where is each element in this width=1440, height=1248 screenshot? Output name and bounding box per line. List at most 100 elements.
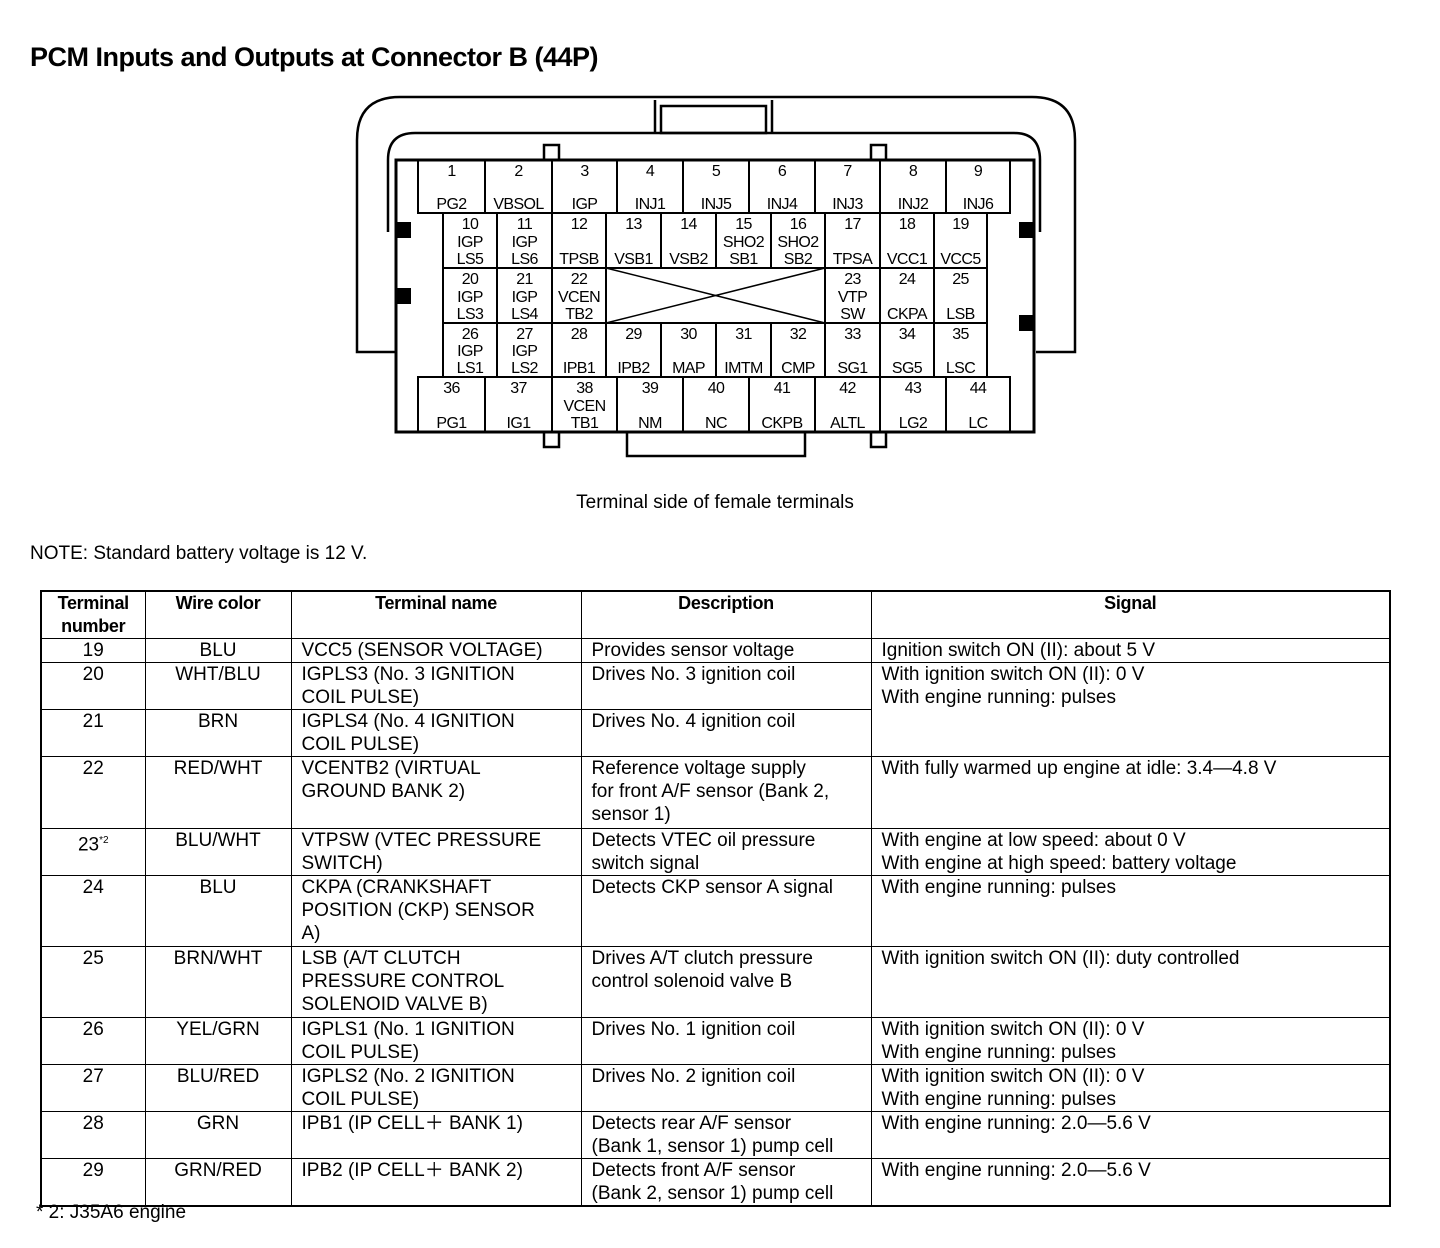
- terminal-label: LS1: [457, 360, 484, 377]
- terminal-number-cell: 20: [40, 662, 146, 710]
- footnote-mark: *2: [99, 835, 109, 846]
- table-row: 20 WHT/BLU IGPLS3 (No. 3 IGNITION COIL PUL…: [40, 662, 1391, 757]
- terminal-label: INJ3: [832, 196, 863, 213]
- terminal-number: 22: [571, 271, 588, 288]
- table-row: 27 BLU/RED IGPLS2 (No. 2 IGNITION COIL PUL…: [40, 1064, 1391, 1112]
- terminal-number: 5: [712, 163, 721, 180]
- terminal-number: 38: [576, 380, 593, 397]
- terminal-label: NC: [705, 415, 727, 432]
- terminal-number: 9: [974, 163, 983, 180]
- footnote: * 2: J35A6 engine: [36, 1202, 187, 1223]
- signal-cell: With ignition switch ON (II): duty contr…: [870, 946, 1391, 1018]
- table-row: 26 YEL/GRN IGPLS1 (No. 1 IGNITION COIL PUL…: [40, 1017, 1391, 1065]
- signal-cell: With ignition switch ON (II): 0 V With e…: [870, 662, 1391, 757]
- terminal-label: LSB: [946, 306, 974, 323]
- terminal-label: IPB1: [563, 360, 596, 377]
- terminal-label: IGP: [512, 343, 538, 360]
- terminal-label: LS4: [511, 306, 538, 323]
- terminal-number: 1: [447, 163, 456, 180]
- terminal-label: SB1: [729, 251, 758, 268]
- terminal-number: 28: [571, 326, 588, 343]
- connector-diagram: 1 PG2 2 VBSOL 3 IGP 4 INJ1 5 INJ5 6 INJ4 7 INJ3 8 INJ2 9…: [355, 95, 1077, 458]
- terminal-label: SW: [840, 306, 866, 323]
- terminal-number: 29: [625, 326, 642, 343]
- terminal-label: LS2: [511, 360, 538, 377]
- signal-cell: Ignition switch ON (II): about 5 V: [870, 638, 1391, 663]
- terminal-label: VSB2: [669, 251, 708, 268]
- terminal-label: LC: [968, 415, 987, 432]
- terminal-name-cell: IGPLS1 (No. 1 IGNITION COIL PULSE): [290, 1017, 582, 1065]
- terminal-number: 33: [844, 326, 861, 343]
- terminal-number: 16: [790, 216, 807, 233]
- terminal-label: LS3: [457, 306, 484, 323]
- terminal-label: CKPB: [761, 415, 802, 432]
- terminal-label: PG1: [436, 415, 467, 432]
- terminal-label: CMP: [781, 360, 815, 377]
- terminal-number: 34: [899, 326, 916, 343]
- terminal-label: TPSB: [559, 251, 598, 268]
- terminal-number: 26: [462, 326, 479, 343]
- column-header: Signal: [870, 590, 1391, 639]
- terminal-number: 15: [735, 216, 752, 233]
- terminal-label: IGP: [457, 289, 483, 306]
- terminal-label: INJ5: [701, 196, 732, 213]
- terminal-number: 11: [517, 216, 533, 233]
- column-header: Terminal name: [290, 590, 582, 639]
- terminal-number: 6: [778, 163, 787, 180]
- terminal-number: 40: [708, 380, 725, 397]
- terminal-label: LS5: [457, 251, 484, 268]
- wire-color-cell: BRN/WHT: [144, 946, 292, 1018]
- terminal-label: PG2: [436, 196, 467, 213]
- column-header: Description: [580, 590, 872, 639]
- wire-color-cell: BLU/RED: [144, 1064, 292, 1112]
- wire-color-cell: BLU/WHT: [144, 828, 292, 876]
- terminal-name-cell: IPB1 (IP CELL＋ BANK 1): [290, 1111, 582, 1159]
- terminal-label: SHO2: [777, 234, 819, 251]
- terminal-number-cell: 21: [40, 709, 146, 757]
- terminal-label: IPB2: [617, 360, 650, 377]
- terminal-number: 37: [510, 380, 527, 397]
- terminal-number-cell: 25: [40, 946, 146, 1018]
- table-row: 28 GRN IPB1 (IP CELL＋ BANK 1) Detects rear …: [40, 1111, 1391, 1159]
- terminal-number: 3: [580, 163, 589, 180]
- terminal-number-cell: 27: [40, 1064, 146, 1112]
- description-cell: Drives A/T clutch pressure control solen…: [580, 946, 872, 1018]
- column-header: Terminal number: [40, 590, 146, 639]
- terminal-number-cell: 23*2: [40, 828, 146, 876]
- terminal-name-cell: IGPLS2 (No. 2 IGNITION COIL PULSE): [290, 1064, 582, 1112]
- terminal-label: INJ1: [635, 196, 666, 213]
- unused-cross-line: [605, 267, 826, 324]
- table-header: Terminal number Wire color Terminal name De…: [40, 590, 1391, 639]
- terminal-number: 7: [843, 163, 852, 180]
- terminal-label: INJ4: [767, 196, 798, 213]
- terminal-number: 39: [642, 380, 659, 397]
- note: NOTE: Standard battery voltage is 12 V.: [30, 543, 368, 564]
- wire-color-cell: BLU: [144, 638, 292, 663]
- terminal-number: 14: [680, 216, 697, 233]
- terminal-number: 12: [571, 216, 588, 233]
- terminal-label: IGP: [512, 234, 538, 251]
- terminal-label: IGP: [512, 289, 538, 306]
- terminal-name-cell: CKPA (CRANKSHAFT POSITION (CKP) SENSOR A…: [290, 875, 582, 947]
- table-row: 22 RED/WHT VCENTB2 (VIRTUAL GROUND BANK 2)…: [40, 756, 1391, 829]
- terminal-number: 19: [952, 216, 969, 233]
- terminal-label: VCEN: [563, 398, 605, 415]
- terminal-label: VCC1: [887, 251, 928, 268]
- terminal-label: VCC5: [940, 251, 981, 268]
- lock-tabs: [397, 222, 1033, 331]
- terminal-label: SG1: [837, 360, 868, 377]
- terminal-label: SHO2: [723, 234, 765, 251]
- description-cell: Detects VTEC oil pressure switch signal: [580, 828, 872, 876]
- description-cell: Drives No. 3 ignition coil: [580, 662, 872, 710]
- terminal-name-cell: VTPSW (VTEC PRESSURE SWITCH): [290, 828, 582, 876]
- terminal-label: VBSOL: [493, 196, 544, 213]
- table-row: 19 BLU VCC5 (SENSOR VOLTAGE) Provides senso…: [40, 638, 1391, 663]
- wire-color-cell: YEL/GRN: [144, 1017, 292, 1065]
- terminal-number: 17: [844, 216, 861, 233]
- terminal-number: 8: [909, 163, 918, 180]
- terminal-name-cell: IPB2 (IP CELL＋ BANK 2): [290, 1158, 582, 1207]
- table-row: 24 BLU CKPA (CRANKSHAFT POSITION (CKP) SEN…: [40, 875, 1391, 947]
- terminal-number: 21: [516, 271, 533, 288]
- page-title: PCM Inputs and Outputs at Connector B (4…: [30, 42, 599, 72]
- terminal-number: 20: [462, 271, 479, 288]
